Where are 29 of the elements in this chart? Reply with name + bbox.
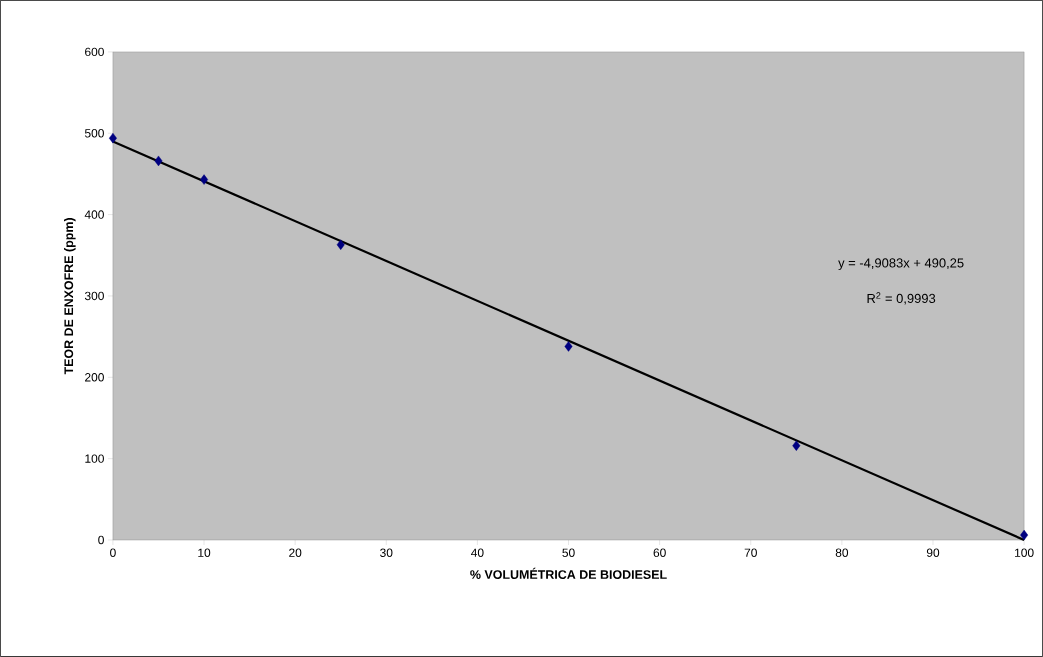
y-tick-label: 600 [85, 47, 104, 57]
y-tick-label: 500 [84, 129, 104, 138]
x-tick-label: 40 [471, 548, 484, 558]
point [336, 239, 345, 250]
point [564, 341, 573, 352]
point [792, 440, 801, 451]
x-tick-label: 50 [562, 548, 575, 558]
x-tick-label: 90 [926, 548, 940, 558]
x-tick-label: 0 [110, 548, 116, 558]
x-tick-label: 80 [835, 548, 849, 558]
annotation: R$^{2}$ = 0,9993 [867, 292, 936, 305]
point [200, 174, 208, 185]
x-tick-label: 30 [380, 548, 393, 558]
y-tick-label: 400 [84, 210, 104, 219]
x-axis-title: % VOLUMÉTRICA DE BIODIESEL [470, 567, 667, 580]
x-tick-label: 70 [744, 548, 757, 558]
y-tick-label: 200 [85, 373, 104, 382]
y-tick-label: 0 [98, 535, 104, 545]
y-tick-label: 300 [84, 291, 104, 301]
x-tick-label: 10 [198, 548, 211, 558]
x-tick-label: 60 [653, 548, 666, 558]
annotation: y = -4,9083x + 490,25 [838, 258, 964, 271]
point [108, 132, 117, 144]
x-tick-label: 20 [289, 548, 302, 558]
x-tick-label: 100 [1015, 548, 1034, 558]
y-tick-label: 100 [85, 454, 104, 463]
point [154, 155, 163, 167]
y-axis-title: TEOR DE ENXOFRE (ppm) [63, 218, 76, 375]
point [1020, 529, 1029, 541]
